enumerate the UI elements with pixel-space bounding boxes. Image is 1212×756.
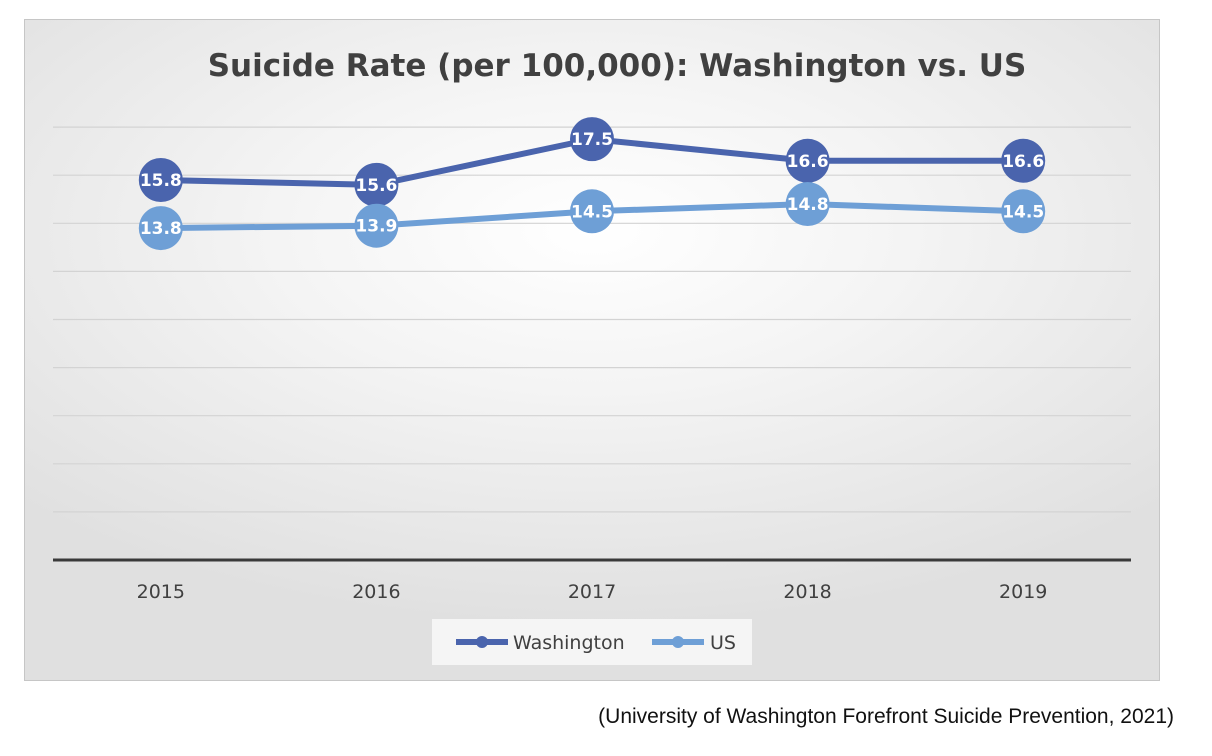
- gridlines: [53, 126, 1131, 513]
- source-caption: (University of Washington Forefront Suic…: [598, 705, 1174, 728]
- data-point: [138, 206, 183, 251]
- data-point: [354, 203, 399, 248]
- chart-title: Suicide Rate (per 100,000): Washington v…: [208, 48, 1027, 84]
- x-tick-label: 2017: [568, 581, 616, 603]
- x-tick-label: 2015: [137, 581, 185, 603]
- legend-marker-washington: [476, 636, 488, 648]
- data-label: 14.8: [787, 195, 829, 215]
- data-label: 14.5: [1002, 202, 1044, 222]
- legend: Washington US: [432, 619, 752, 665]
- legend-item-washington: Washington: [456, 632, 625, 654]
- data-point: [354, 162, 399, 207]
- data-label: 13.9: [355, 217, 397, 237]
- data-point: [785, 138, 830, 183]
- data-label: 15.8: [140, 171, 182, 191]
- data-label: 16.6: [787, 152, 829, 172]
- legend-marker-us: [672, 636, 684, 648]
- legend-label-us: US: [710, 632, 736, 654]
- series-us: 13.8 13.9 14.5 14.8 14.5: [138, 182, 1046, 251]
- series-washington: 15.8 15.6 17.5 16.6 16.6: [138, 117, 1046, 207]
- series: 15.8 15.6 17.5 16.6 16.6 13.8 13.9 14.5 14.8 14.5: [138, 117, 1046, 251]
- data-label: 16.6: [1002, 152, 1044, 172]
- data-label: 13.8: [140, 219, 182, 239]
- data-point: [570, 117, 614, 162]
- data-point: [138, 158, 183, 203]
- x-tick-label: 2018: [783, 581, 831, 603]
- data-point: [570, 189, 614, 234]
- data-point: [1001, 189, 1046, 234]
- legend-label-washington: Washington: [513, 632, 625, 654]
- data-point: [785, 182, 830, 227]
- data-label: 17.5: [571, 130, 613, 150]
- data-point: [1001, 138, 1046, 183]
- data-label: 15.6: [355, 176, 397, 196]
- x-tick-label: 2019: [999, 581, 1047, 603]
- data-label: 14.5: [571, 202, 613, 222]
- x-tick-label: 2016: [352, 581, 400, 603]
- x-axis-ticks: 2015 2016 2017 2018 2019: [137, 581, 1048, 603]
- legend-item-us: US: [652, 632, 736, 654]
